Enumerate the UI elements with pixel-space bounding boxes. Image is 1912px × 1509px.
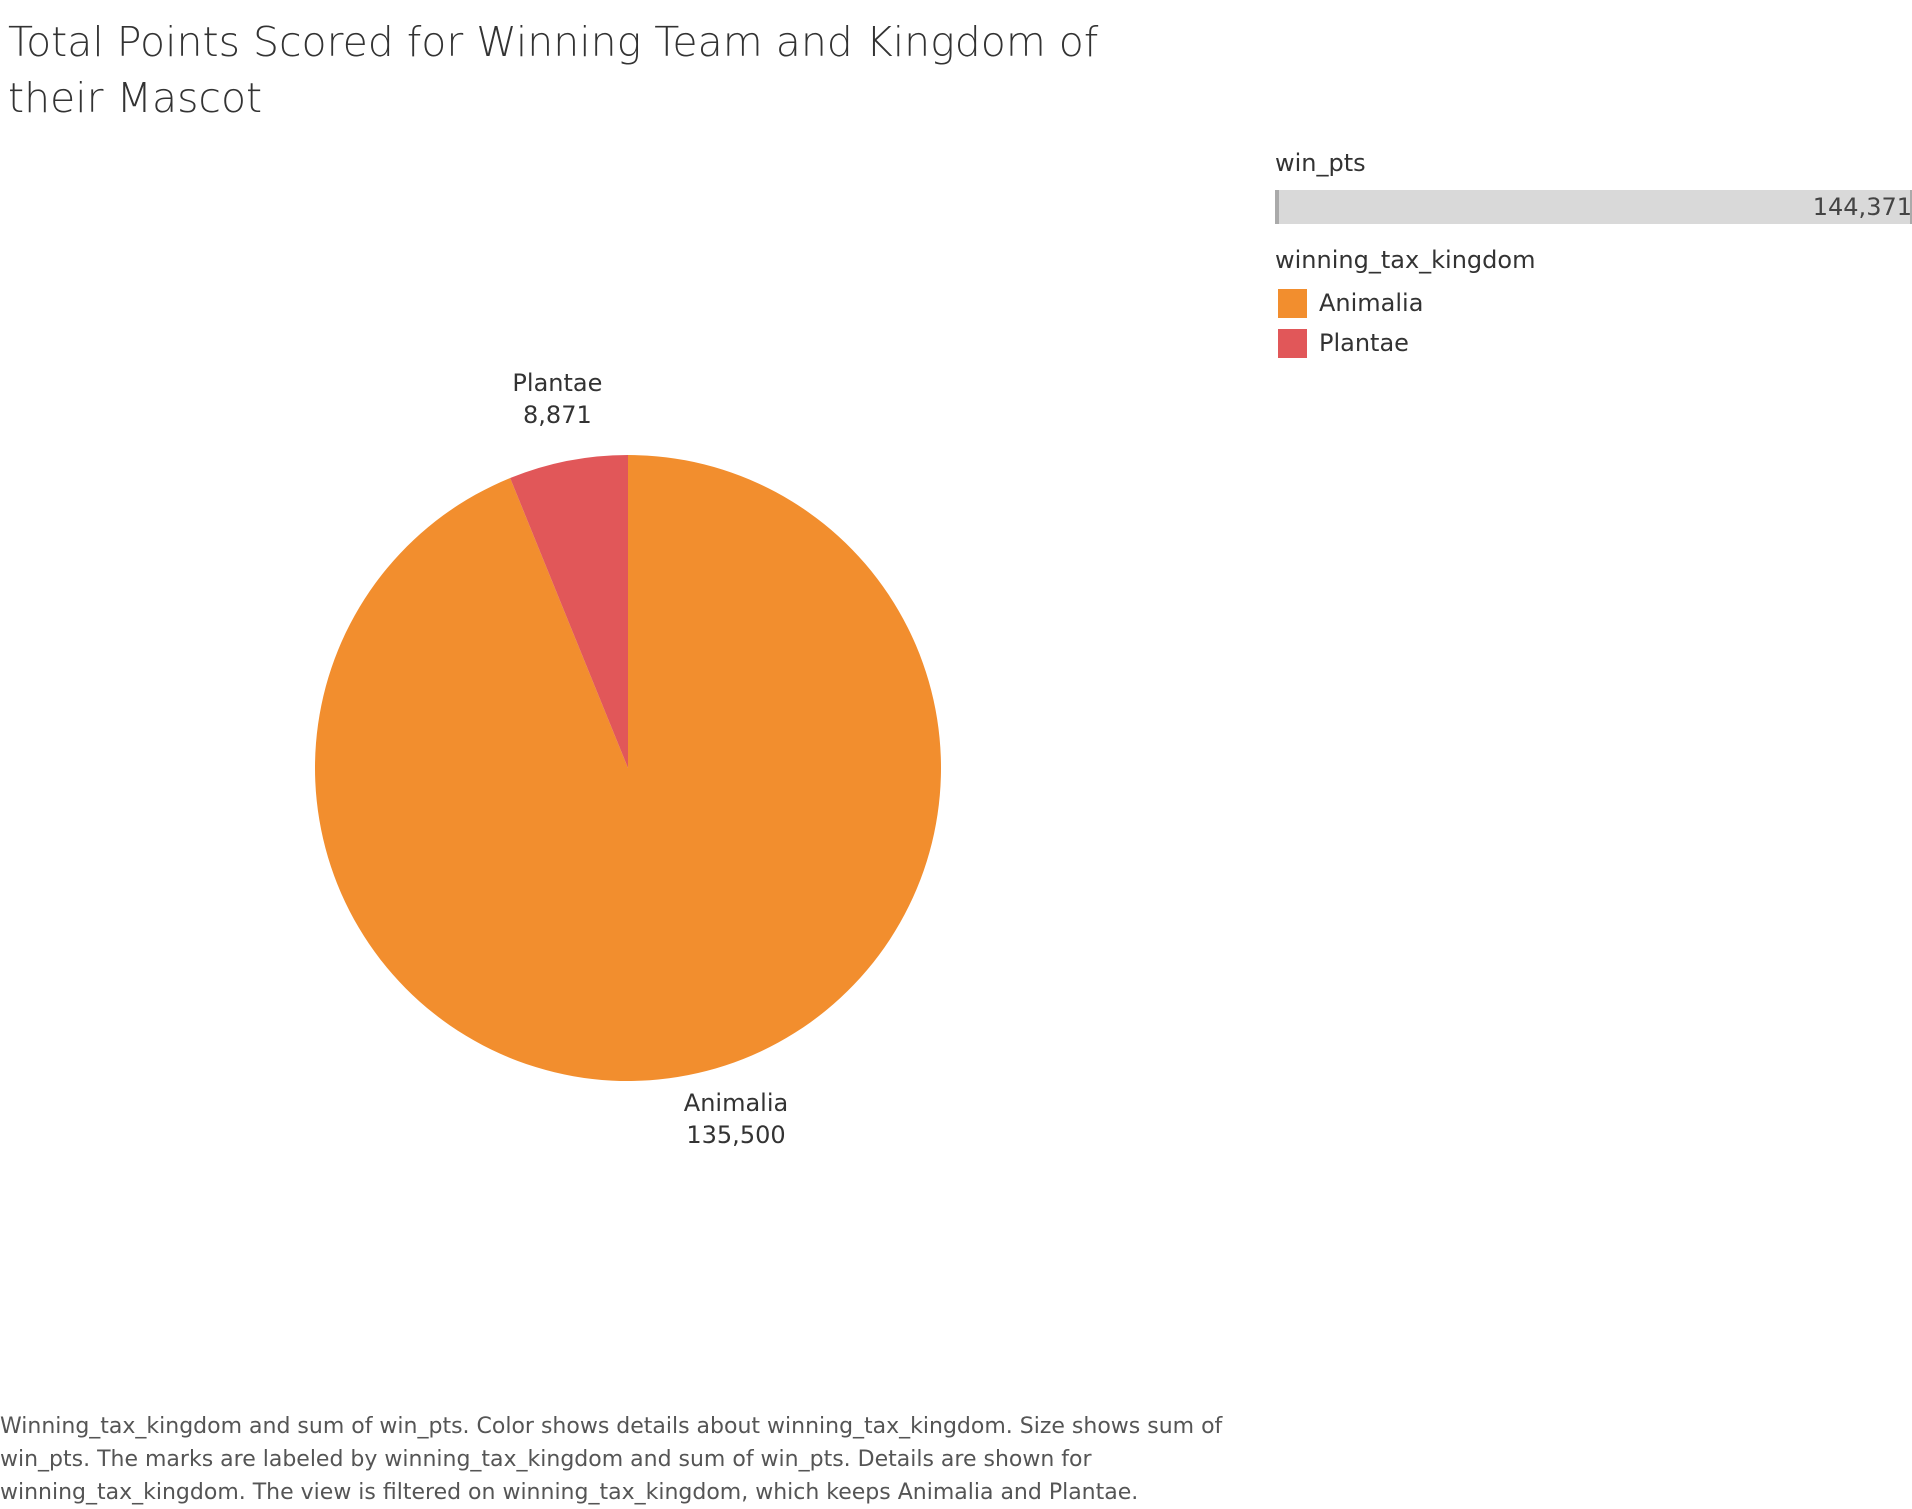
pie-slice-plantae[interactable] <box>510 455 628 768</box>
color-legend-items: Animalia Plantae <box>1275 283 1535 363</box>
legend-label-animalia: Animalia <box>1319 289 1424 317</box>
slice-value-animalia: 135,500 <box>686 1121 785 1149</box>
chart-caption: Winning_tax_kingdom and sum of win_pts. … <box>0 1414 1223 1505</box>
chart-title: Total Points Scored for Winning Team and… <box>8 18 1099 122</box>
size-legend-bar-end <box>1910 190 1912 224</box>
size-legend-bar: 144,371 <box>1275 190 1912 224</box>
size-legend: win_pts 144,371 <box>1275 148 1912 224</box>
slice-label-plantae: Plantae <box>512 369 602 397</box>
color-legend: winning_tax_kingdom Animalia Plantae <box>1275 245 1535 363</box>
color-legend-title: winning_tax_kingdom <box>1275 246 1536 274</box>
legend-item-animalia[interactable]: Animalia <box>1275 283 1535 323</box>
legend-swatch-animalia <box>1278 288 1307 318</box>
legend-label-plantae: Plantae <box>1319 329 1409 357</box>
legend-item-plantae[interactable]: Plantae <box>1275 323 1535 363</box>
slice-label-animalia: Animalia <box>684 1089 788 1117</box>
size-legend-title: win_pts <box>1275 149 1366 177</box>
slice-value-plantae: 8,871 <box>523 401 592 429</box>
size-legend-max-label: 144,371 <box>1812 193 1912 221</box>
legend-swatch-plantae <box>1278 328 1307 358</box>
